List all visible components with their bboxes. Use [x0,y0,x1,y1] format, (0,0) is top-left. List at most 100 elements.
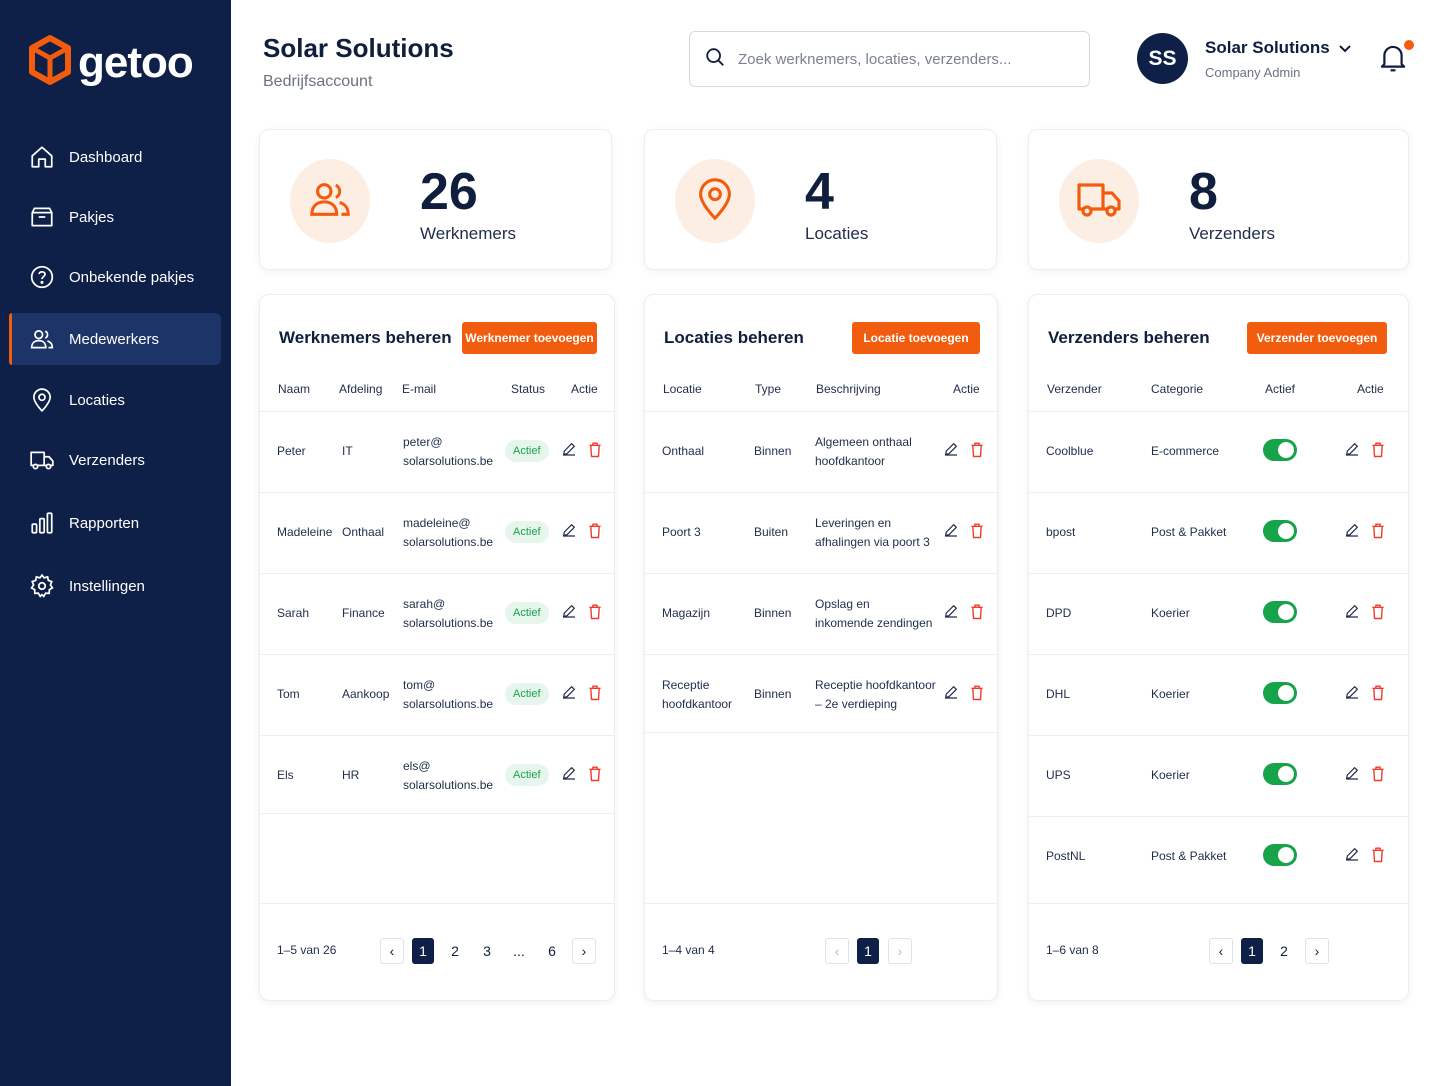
edit-icon[interactable] [1344,765,1360,783]
edit-icon[interactable] [943,522,959,540]
sidebar-item-dashboard[interactable]: Dashboard [9,131,221,183]
table-row[interactable]: DPD Koerier [1029,573,1408,654]
table-row[interactable]: Onthaal Binnen Algemeen onthaal hoofdkantoo… [645,411,997,492]
delete-icon[interactable] [1371,603,1387,621]
delete-icon[interactable] [1371,684,1387,702]
table-row[interactable]: DHL Koerier [1029,654,1408,735]
search-input[interactable] [738,50,1068,68]
column-header[interactable]: Afdeling [339,382,383,396]
page-button[interactable]: 6 [548,943,556,959]
delete-icon[interactable] [588,522,604,540]
edit-icon[interactable] [1344,603,1360,621]
delete-icon[interactable] [588,765,604,783]
delete-icon[interactable] [970,522,986,540]
active-toggle[interactable] [1263,520,1297,542]
next-page-button[interactable]: › [1305,938,1329,964]
delete-icon[interactable] [970,603,986,621]
user-name[interactable]: Solar Solutions [1205,38,1330,57]
prev-page-button[interactable]: ‹ [1209,938,1233,964]
page-button[interactable]: 1 [412,938,434,964]
delete-icon[interactable] [1371,522,1387,540]
sidebar-item-rapporten[interactable]: Rapporten [9,497,221,549]
table-row[interactable]: PostNL Post & Pakket [1029,816,1408,897]
page-button[interactable]: 2 [1280,943,1288,959]
add-sender-button[interactable]: Verzender toevoegen [1247,322,1387,354]
next-page-button[interactable]: › [572,938,596,964]
employee-department: IT [342,444,353,458]
table-row[interactable]: Peter IT peter@ solarsolutions.be Actief [260,411,614,492]
chevron-down-icon[interactable] [1337,40,1353,56]
edit-icon[interactable] [943,684,959,702]
search-bar[interactable] [689,31,1090,87]
column-header[interactable]: Actief [1265,382,1296,396]
page-button[interactable]: 1 [857,938,879,964]
add-employee-button[interactable]: Werknemer toevoegen [462,322,597,354]
page-button[interactable]: 1 [1241,938,1263,964]
table-row[interactable]: Els HR els@ solarsolutions.be Actief [260,735,614,816]
column-header[interactable]: Verzender [1047,382,1102,396]
next-page-button[interactable]: › [888,938,912,964]
column-header[interactable]: E-mail [402,382,437,396]
active-toggle[interactable] [1263,682,1297,704]
edit-icon[interactable] [561,441,577,459]
column-header[interactable]: Type [755,382,782,396]
page-button[interactable]: 3 [483,943,491,959]
table-row[interactable]: Madeleine Onthaal madeleine@ solarsolutions… [260,492,614,573]
active-toggle[interactable] [1263,439,1297,461]
add-location-button[interactable]: Locatie toevoegen [852,322,980,354]
sender-category: E-commerce [1151,444,1220,458]
sidebar-item-medewerkers[interactable]: Medewerkers [9,313,221,365]
active-toggle[interactable] [1263,844,1297,866]
table-row[interactable]: Magazijn Binnen Opslag en inkomende zending… [645,573,997,654]
column-header[interactable]: Beschrijving [816,382,881,396]
delete-icon[interactable] [970,684,986,702]
delete-icon[interactable] [588,441,604,459]
edit-icon[interactable] [1344,846,1360,864]
delete-icon[interactable] [588,603,604,621]
column-header[interactable]: Categorie [1151,382,1204,396]
status-badge: Actief [505,683,549,705]
active-toggle[interactable] [1263,601,1297,623]
delete-icon[interactable] [970,441,986,459]
edit-icon[interactable] [561,522,577,540]
table-row[interactable]: Tom Aankoop tom@ solarsolutions.be Actief [260,654,614,735]
sidebar-item-locaties[interactable]: Locaties [9,374,221,426]
delete-icon[interactable] [1371,765,1387,783]
column-header[interactable]: Actie [953,382,980,396]
delete-icon[interactable] [588,684,604,702]
sender-category: Koerier [1151,687,1190,701]
edit-icon[interactable] [1344,522,1360,540]
column-header[interactable]: Naam [278,382,311,396]
bell-icon[interactable] [1378,42,1408,74]
table-row[interactable]: Poort 3 Buiten Leveringen en afhalingen via… [645,492,997,573]
table-row[interactable]: Sarah Finance sarah@ solarsolutions.be Actie… [260,573,614,654]
edit-icon[interactable] [943,441,959,459]
sidebar-item-verzenders[interactable]: Verzenders [9,434,221,486]
edit-icon[interactable] [561,603,577,621]
active-toggle[interactable] [1263,763,1297,785]
table-row[interactable]: bpost Post & Pakket [1029,492,1408,573]
column-header[interactable]: Locatie [663,382,702,396]
employee-name: Sarah [277,606,310,620]
avatar[interactable]: SS [1137,33,1188,84]
edit-icon[interactable] [561,684,577,702]
logo[interactable]: getoo [28,34,194,91]
table-row[interactable]: UPS Koerier [1029,735,1408,816]
column-header[interactable]: Actie [571,382,598,396]
sidebar-item-onbekende-pakjes[interactable]: Onbekende pakjes [9,251,221,303]
sidebar-item-instellingen[interactable]: Instellingen [9,560,221,612]
column-header[interactable]: Actie [1357,382,1384,396]
delete-icon[interactable] [1371,846,1387,864]
page-button[interactable]: 2 [451,943,459,959]
edit-icon[interactable] [1344,441,1360,459]
edit-icon[interactable] [943,603,959,621]
edit-icon[interactable] [1344,684,1360,702]
column-header[interactable]: Status [511,382,546,396]
edit-icon[interactable] [561,765,577,783]
prev-page-button[interactable]: ‹ [380,938,404,964]
prev-page-button[interactable]: ‹ [825,938,849,964]
table-row[interactable]: Coolblue E-commerce [1029,411,1408,492]
sidebar-item-pakjes[interactable]: Pakjes [9,191,221,243]
delete-icon[interactable] [1371,441,1387,459]
table-row[interactable]: Receptie hoofdkantoor Binnen Receptie hoofd… [645,654,997,735]
